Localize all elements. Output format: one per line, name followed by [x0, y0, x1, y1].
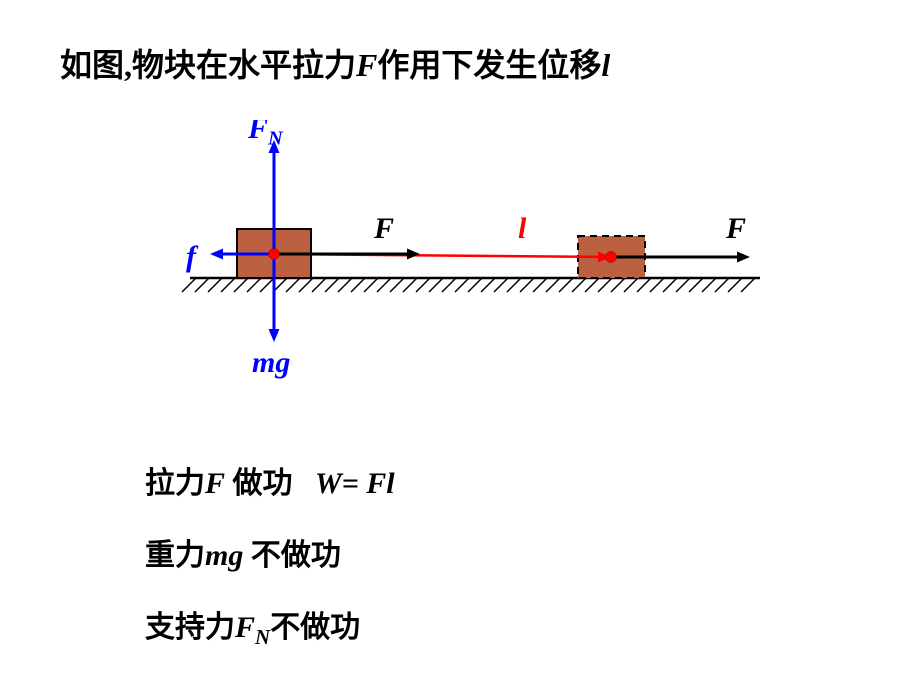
svg-text:FN: FN — [247, 120, 284, 150]
title-var-l: l — [601, 47, 610, 83]
title-text: 如图,物块在水平拉力F作用下发生位移l — [60, 40, 610, 86]
title-var-F: F — [356, 47, 377, 83]
l3-post: 不做功 — [270, 611, 360, 644]
l2-post: 不做功 — [243, 539, 341, 572]
free-body-diagram: FN f Fl Fmg — [170, 120, 790, 380]
l1-post: 做功 — [225, 467, 293, 500]
title-mid: 作用下发生位移 — [377, 47, 601, 83]
svg-text:f: f — [186, 240, 199, 273]
l1-var: F — [205, 467, 225, 500]
svg-text:l: l — [518, 212, 527, 245]
l1-pre: 拉力 — [145, 467, 205, 500]
statement-pull-force: 拉力F 做功 W= Fl — [145, 458, 395, 502]
l2-var: mg — [205, 539, 243, 572]
diagram-svg: FN f Fl Fmg — [170, 120, 790, 380]
statement-normal-force: 支持力FN不做功 — [145, 602, 360, 650]
svg-text:F: F — [373, 212, 394, 245]
svg-text:mg: mg — [252, 346, 290, 379]
l1-eq-pre: W= — [315, 467, 366, 500]
title-prefix: 如图,物块在水平拉力 — [60, 47, 356, 83]
l2-pre: 重力 — [145, 539, 205, 572]
l1-eq-var: Fl — [366, 467, 394, 500]
statement-gravity: 重力mg 不做功 — [145, 530, 341, 574]
l3-pre: 支持力 — [145, 611, 235, 644]
l3-var: F — [235, 611, 255, 644]
svg-text:F: F — [725, 212, 746, 245]
l3-sub: N — [255, 625, 270, 649]
